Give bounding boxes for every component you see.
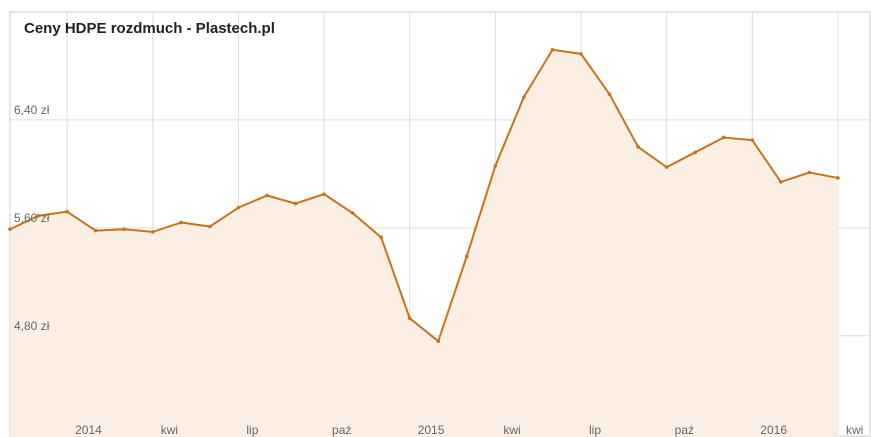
y-tick-label: 5,60 zł xyxy=(14,211,50,225)
point xyxy=(407,316,412,321)
x-tick-label: 2016 xyxy=(760,423,787,437)
marks xyxy=(8,47,840,437)
x-tick-label: kwi xyxy=(846,423,863,437)
point xyxy=(350,211,355,215)
point xyxy=(779,180,783,184)
point xyxy=(36,213,41,218)
point xyxy=(322,192,326,196)
point xyxy=(693,150,697,155)
point xyxy=(122,227,126,232)
x-tick-label: paź xyxy=(332,423,351,437)
point xyxy=(721,135,726,140)
point xyxy=(664,165,669,169)
point xyxy=(436,339,441,344)
point xyxy=(522,95,526,99)
y-tick-label: 6,40 zł xyxy=(14,103,50,117)
x-tick-label: 2015 xyxy=(418,423,445,437)
point xyxy=(236,205,241,210)
point xyxy=(636,145,640,149)
point xyxy=(179,220,184,225)
point xyxy=(379,235,383,240)
x-tick-label: paź xyxy=(675,423,694,437)
point xyxy=(65,209,69,214)
x-tick-label: kwi xyxy=(161,423,178,437)
point xyxy=(293,201,298,206)
point xyxy=(807,170,812,175)
line xyxy=(9,48,839,343)
point xyxy=(465,254,469,259)
x-tick-label: kwi xyxy=(503,423,520,437)
point xyxy=(836,176,840,180)
point xyxy=(607,92,612,97)
x-tick-label: lip xyxy=(246,423,258,437)
x-tick-label: 2014 xyxy=(75,423,102,437)
point xyxy=(493,164,498,168)
point xyxy=(550,47,555,52)
area xyxy=(10,49,838,437)
point xyxy=(265,193,269,198)
point xyxy=(93,228,98,233)
point xyxy=(8,227,12,232)
point xyxy=(579,52,583,56)
point xyxy=(150,230,155,234)
x-tick-label: lip xyxy=(589,423,601,437)
point xyxy=(208,224,212,229)
chart-title: Ceny HDPE rozdmuch - Plastech.pl xyxy=(24,20,275,37)
point xyxy=(750,138,755,142)
y-tick-label: 4,80 zł xyxy=(14,319,50,333)
